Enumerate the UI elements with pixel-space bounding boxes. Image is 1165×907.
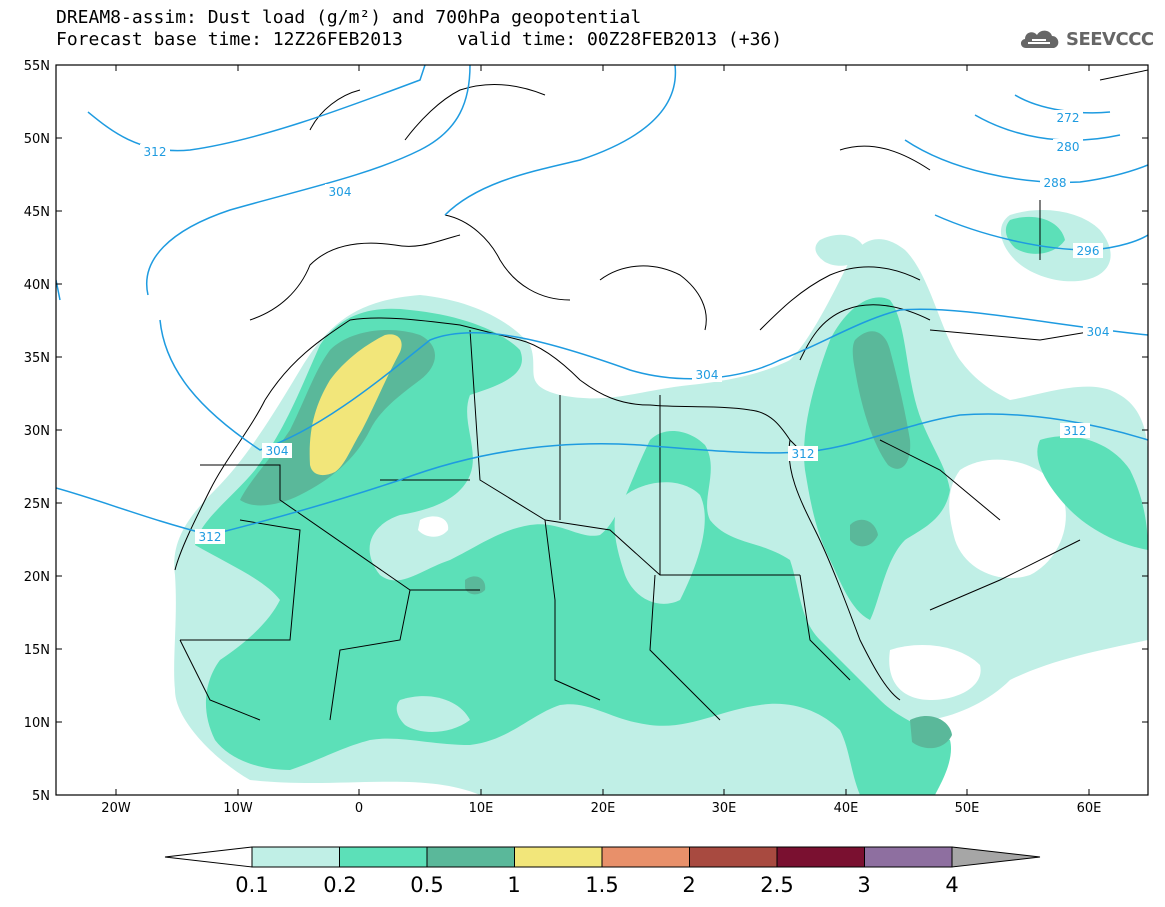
colorbar-segment: [689, 846, 778, 868]
colorbar-label: 4: [945, 873, 958, 897]
logo-text: SEEVCCC: [1066, 28, 1154, 50]
lon-axis: 20W 10W 0 10E 20E 30E 40E 50E 60E: [101, 801, 1101, 816]
contour-label: 296: [1077, 244, 1100, 258]
contour-label: 304: [329, 185, 352, 199]
lat-axis: 55N 50N 45N 40N 35N 30N 25N 20N 15N 10N …: [24, 59, 50, 804]
colorbar-segment: [426, 846, 515, 868]
colorbar-high-arrow: [951, 846, 1041, 868]
contour-label-bg: [140, 144, 170, 159]
cloud-icon: [1020, 30, 1059, 48]
dust-holes: [418, 459, 1066, 700]
lat-label: 55N: [24, 59, 50, 74]
dust-shading-1-1.5: [309, 334, 402, 476]
lat-label: 5N: [32, 789, 50, 804]
colorbar-label: 1: [507, 873, 520, 897]
lon-label: 10E: [469, 801, 494, 816]
contour-label-bg: [1060, 423, 1090, 438]
contour-label: 312: [144, 145, 167, 159]
colorbar: [164, 846, 1041, 868]
colorbar-label: 1.5: [585, 873, 618, 897]
contour-label: 304: [1087, 325, 1110, 339]
colorbar-segment: [514, 846, 603, 868]
seevccc-logo: SEEVCCC: [1018, 26, 1154, 52]
lat-label: 30N: [24, 424, 50, 439]
lat-label: 50N: [24, 132, 50, 147]
colorbar-label: 0.2: [323, 873, 356, 897]
contour-label-bg: [1083, 324, 1113, 339]
lat-label: 10N: [24, 716, 50, 731]
contour-label-bg: [262, 443, 292, 458]
borders: [174, 69, 1148, 721]
colorbar-low-arrow: [164, 846, 253, 868]
contour-label-bg: [1053, 110, 1083, 125]
contour-label-bg: [325, 184, 355, 199]
lat-label: 20N: [24, 570, 50, 585]
contour-label: 272: [1057, 111, 1080, 125]
lat-label: 40N: [24, 278, 50, 293]
colorbar-segment: [601, 846, 690, 868]
contour-label: 288: [1044, 176, 1067, 190]
lat-label: 35N: [24, 351, 50, 366]
lon-label: 20W: [101, 801, 131, 816]
colorbar-label: 0.5: [410, 873, 443, 897]
contour-label-bg: [1073, 243, 1103, 258]
lat-ticks: [56, 137, 1148, 723]
lon-label: 50E: [955, 801, 980, 816]
lon-label: 40E: [834, 801, 859, 816]
contour-label-bg: [788, 446, 818, 461]
contour-labels: 312 304 304 304 304 312 312 312 272 280 …: [140, 110, 1113, 544]
colorbar-segment: [864, 846, 953, 868]
lat-label: 15N: [24, 643, 50, 658]
contour-label-bg: [195, 529, 225, 544]
contour-label: 312: [199, 530, 222, 544]
map-title: DREAM8-assim: Dust load (g/m²) and 700hP…: [56, 7, 642, 28]
contour-label: 304: [696, 368, 719, 382]
lon-ticks: [115, 65, 1090, 795]
dust-shading-0.2-0.5: [195, 216, 1148, 795]
colorbar-label: 2: [682, 873, 695, 897]
contour-label-bg: [692, 367, 722, 382]
contour-label: 280: [1057, 140, 1080, 154]
lon-label: 30E: [712, 801, 737, 816]
forecast-time-line: Forecast base time: 12Z26FEB2013 valid t…: [56, 29, 783, 50]
lon-label: 10W: [223, 801, 253, 816]
colorbar-label: 3: [857, 873, 870, 897]
colorbar-segment: [251, 846, 340, 868]
contour-label: 312: [792, 447, 815, 461]
contour-label-bg: [1040, 175, 1070, 190]
colorbar-labels: 0.1 0.2 0.5 1 1.5 2 2.5 3 4: [235, 873, 958, 897]
colorbar-segment: [776, 846, 865, 868]
lat-label: 25N: [24, 497, 50, 512]
colorbar-segment: [339, 846, 428, 868]
colorbar-label: 0.1: [235, 873, 268, 897]
colorbar-label: 2.5: [760, 873, 793, 897]
lat-label: 45N: [24, 205, 50, 220]
contour-label-bg: [1053, 139, 1083, 154]
lon-label: 60E: [1077, 801, 1102, 816]
lon-label: 0: [355, 801, 363, 816]
contour-label: 304: [266, 444, 289, 458]
lon-label: 20E: [591, 801, 616, 816]
contour-label: 312: [1064, 424, 1087, 438]
